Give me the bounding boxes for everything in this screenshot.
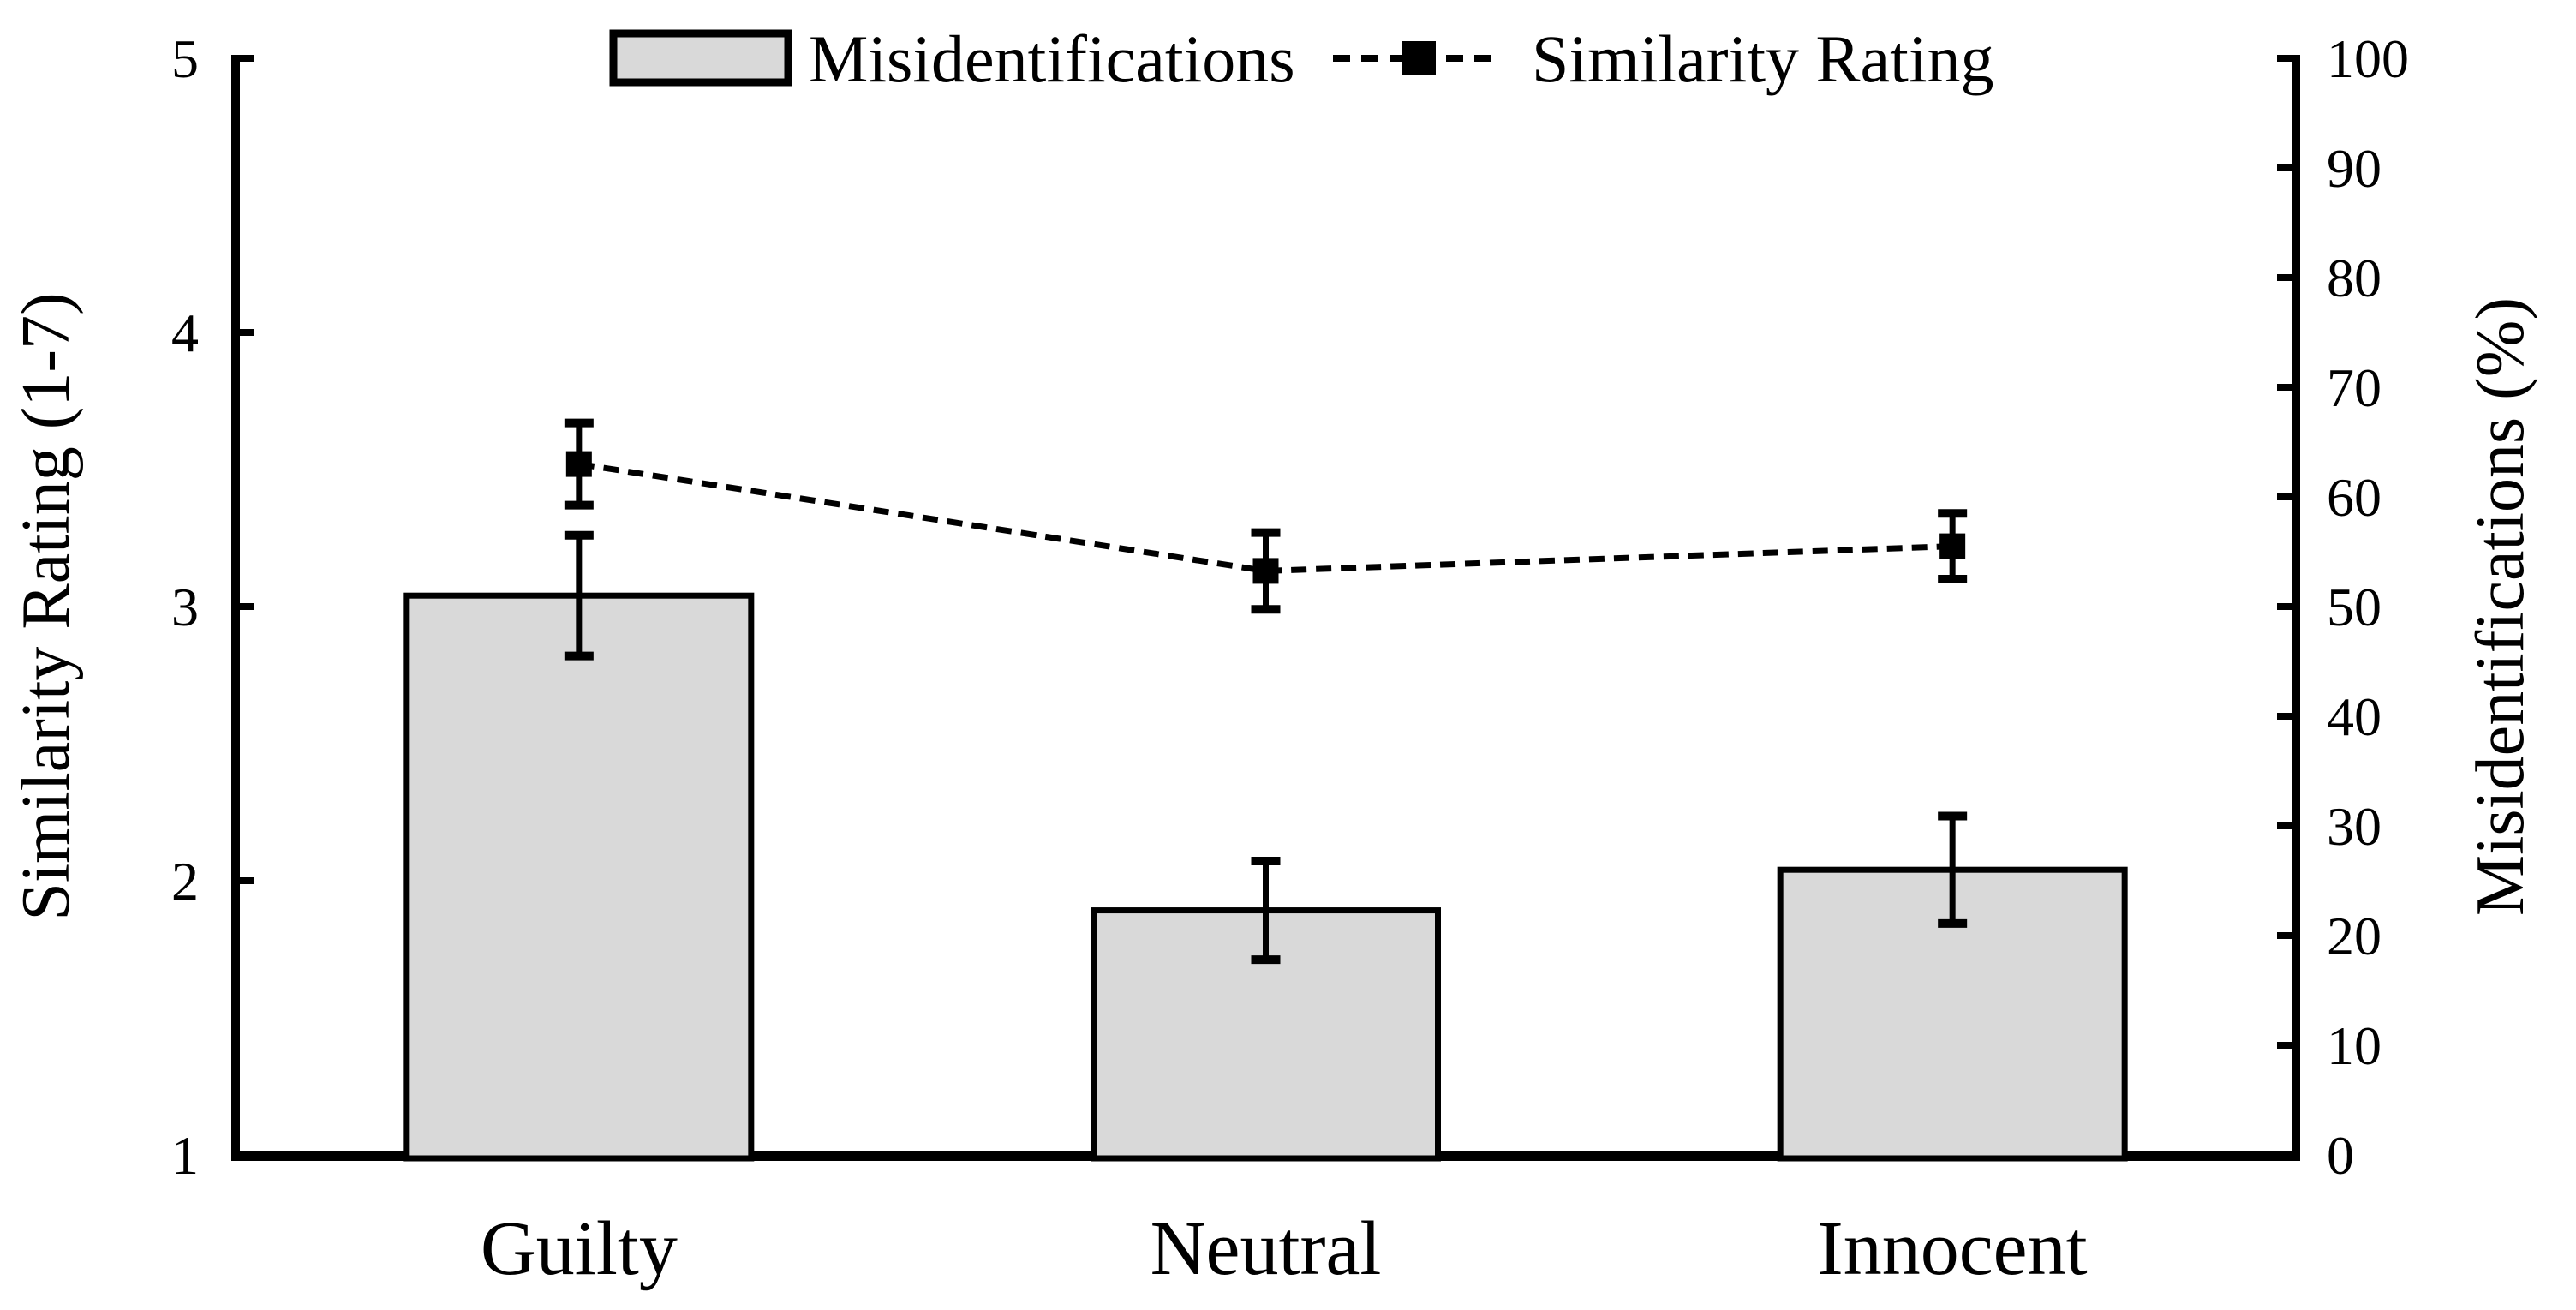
right-tick-label-50: 50 bbox=[2327, 577, 2382, 637]
bar-error-innocent bbox=[1938, 811, 1968, 928]
right-tick-label-0: 0 bbox=[2327, 1125, 2354, 1186]
bar-guilty bbox=[403, 592, 755, 1162]
legend-item-similarity-rating: Similarity Rating bbox=[1333, 21, 1994, 96]
left-tick-label-3: 3 bbox=[171, 577, 199, 637]
similarity-marker-guilty bbox=[565, 451, 592, 477]
right-tick-label-100: 100 bbox=[2327, 28, 2409, 89]
bar-error-bars bbox=[564, 530, 1968, 965]
bar-swatch-icon bbox=[609, 29, 792, 87]
bar-error-guilty bbox=[564, 530, 594, 661]
similarity-markers bbox=[565, 451, 1966, 584]
similarity-marker-neutral bbox=[1252, 558, 1279, 584]
x-label-neutral: Neutral bbox=[1151, 1206, 1382, 1291]
right-tick-label-60: 60 bbox=[2327, 467, 2382, 528]
square-marker-icon bbox=[1402, 41, 1436, 75]
right-tick-label-80: 80 bbox=[2327, 248, 2382, 308]
right-axis-title: Misidentifications (%) bbox=[2463, 297, 2538, 916]
legend-label: Similarity Rating bbox=[1532, 21, 1994, 96]
similarity-line-path bbox=[578, 461, 1953, 574]
right-tick-label-70: 70 bbox=[2327, 357, 2382, 418]
x-label-guilty: Guilty bbox=[481, 1206, 678, 1291]
similarity-marker-innocent bbox=[1939, 533, 1966, 559]
x-axis-category-labels: Guilty Neutral Innocent bbox=[481, 1206, 2088, 1291]
left-tick-label-2: 2 bbox=[171, 851, 199, 912]
legend-label: Misidentifications bbox=[809, 21, 1295, 96]
right-tick-label-30: 30 bbox=[2327, 796, 2382, 857]
left-tick-label-5: 5 bbox=[171, 28, 199, 89]
legend: Misidentifications Similarity Rating bbox=[609, 21, 1994, 96]
right-axis-tick-labels: 0 10 20 30 40 50 60 70 80 90 100 bbox=[2327, 28, 2409, 1186]
similarity-dashed-line bbox=[578, 461, 1953, 574]
right-axis-ticks bbox=[2277, 55, 2296, 1158]
right-tick-label-40: 40 bbox=[2327, 686, 2382, 747]
bar-error-neutral bbox=[1251, 856, 1281, 965]
right-tick-label-20: 20 bbox=[2327, 906, 2382, 966]
right-tick-label-10: 10 bbox=[2327, 1015, 2382, 1076]
left-axis-tick-labels: 1 2 3 4 5 bbox=[171, 28, 199, 1186]
legend-item-misidentifications: Misidentifications bbox=[609, 21, 1295, 96]
right-tick-label-90: 90 bbox=[2327, 138, 2382, 199]
x-label-innocent: Innocent bbox=[1818, 1206, 2088, 1291]
left-tick-label-1: 1 bbox=[171, 1125, 199, 1186]
left-axis-ticks bbox=[236, 55, 254, 1158]
left-tick-label-4: 4 bbox=[171, 302, 199, 363]
left-axis-title: Similarity Rating (1-7) bbox=[9, 292, 84, 920]
